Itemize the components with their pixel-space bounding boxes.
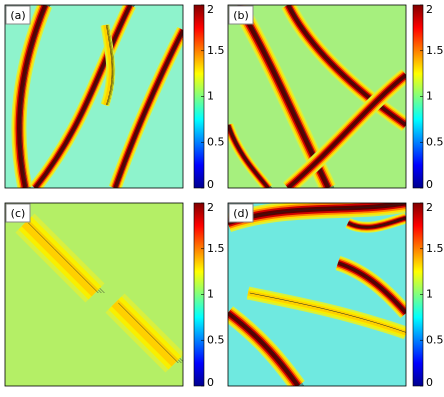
contour-band [247, 290, 406, 336]
contour-line [115, 31, 183, 188]
colorbar-tick-label: 1 [426, 90, 433, 103]
colorbar-tick-label: 2 [426, 3, 433, 16]
colorbar-tick-label: 2 [207, 201, 214, 214]
contour-line [116, 33, 183, 188]
contour-line [19, 5, 47, 188]
contour-band [286, 73, 406, 188]
contour-band [111, 299, 179, 367]
plot-frame [227, 4, 407, 189]
panel-label: (d) [233, 207, 249, 220]
contour-line [118, 302, 179, 364]
contour-band [21, 219, 99, 297]
contour-band [337, 261, 406, 315]
colorbar-tick-label: 1.5 [207, 242, 225, 255]
contour-line [289, 75, 406, 188]
label-box [228, 203, 254, 223]
contour-line [249, 292, 406, 333]
panel-label: (b) [233, 9, 249, 22]
contour-band [228, 311, 300, 386]
colorbar-tick-label: 1 [207, 288, 214, 301]
colorbar-tick-label: 0 [426, 178, 433, 191]
panel: (a) 0 0.5 1 1.5 2 [4, 3, 225, 191]
colorbar-tick-label: 0 [207, 376, 214, 389]
contour-line [339, 262, 406, 312]
colorbar-tick-label: 1 [426, 288, 433, 301]
plot-frame [4, 202, 184, 387]
contour-plot [5, 203, 183, 386]
label-box [228, 5, 254, 25]
colorbar-tick-label: 0.5 [426, 333, 444, 346]
contour-line [106, 24, 113, 106]
contour-band [17, 5, 47, 188]
contour-line [35, 5, 132, 188]
colorbar-tick-label: 0 [207, 178, 214, 191]
contour-band [228, 124, 270, 188]
panel: (c) 0 0.5 1 1.5 2 [4, 201, 225, 389]
contour-plot [228, 203, 406, 386]
colorbar-tick-label: 1.5 [426, 44, 444, 57]
contour-plot [228, 5, 406, 188]
contour-band [103, 24, 113, 106]
colorbar-tick-label: 0 [426, 376, 433, 389]
plot-frame [227, 202, 407, 387]
colorbar-tick-label: 0.5 [207, 333, 225, 346]
label-box [5, 203, 31, 223]
colorbar-tick-label: 2 [426, 201, 433, 214]
contour-line [229, 312, 300, 386]
panel: (d) 0 0.5 1 1.5 2 [227, 201, 444, 389]
panel-label: (a) [10, 9, 25, 22]
contour-plot [5, 5, 183, 188]
colorbar-tick-label: 1.5 [426, 242, 444, 255]
contour-line [20, 5, 48, 188]
colorbar-tick-label: 0.5 [207, 135, 225, 148]
plot-frame [4, 4, 184, 189]
panel-label: (c) [11, 207, 26, 220]
colorbar-tick-label: 1 [207, 90, 214, 103]
panel: (b) 0 0.5 1 1.5 2 [227, 3, 444, 191]
contour-band [286, 5, 406, 127]
contour-line [289, 5, 406, 125]
colorbar-tick-label: 2 [207, 3, 214, 16]
label-box [5, 5, 31, 25]
contour-band [33, 5, 132, 188]
colorbar-tick-label: 1.5 [207, 44, 225, 57]
contour-line [106, 24, 114, 106]
colorbar-tick-label: 0.5 [426, 135, 444, 148]
contour-line [348, 218, 406, 228]
contour-line [28, 222, 99, 294]
contour-line [228, 124, 270, 188]
contour-band [113, 29, 183, 188]
